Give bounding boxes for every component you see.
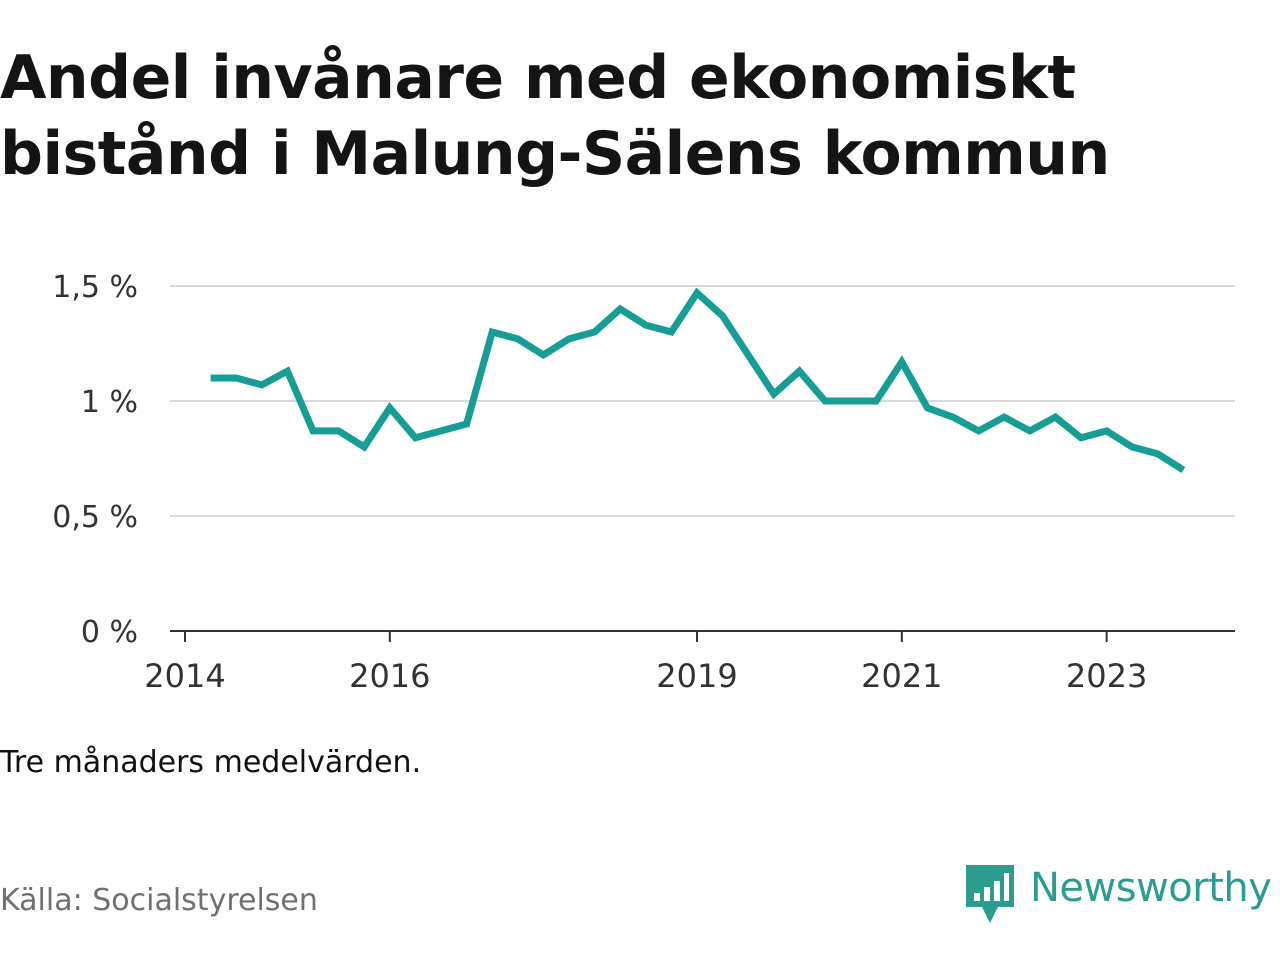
chart-note: Tre månaders medelvärden. [0,745,422,780]
y-tick-label: 1,5 % [52,270,138,305]
line-chart: 0 % 0,5 % 1 % 1,5 % 2014 2016 2019 2021 2023 [52,270,1235,695]
x-tick-label: 2023 [1066,657,1147,695]
source-text: Källa: Socialstyrelsen [0,883,318,918]
y-axis: 0 % 0,5 % 1 % 1,5 % [52,270,138,650]
x-axis: 2014 2016 2019 2021 2023 [144,631,1147,695]
x-tick-label: 2016 [349,657,430,695]
brand-name: Newsworthy [1030,865,1272,911]
brand-logo: Newsworthy [964,862,1272,926]
y-tick-label: 1 % [81,385,138,420]
bar-chart-speech-bubble-icon [966,865,1014,923]
x-tick-label: 2019 [656,657,737,695]
x-tick-label: 2021 [861,657,942,695]
x-tick-label: 2014 [144,657,225,695]
grid-lines [170,285,1235,517]
y-tick-label: 0 % [81,615,138,650]
chart-title: Andel invånare med ekonomiskt bistånd i … [0,43,1110,189]
series-line [210,287,1186,473]
y-tick-label: 0,5 % [52,500,138,535]
